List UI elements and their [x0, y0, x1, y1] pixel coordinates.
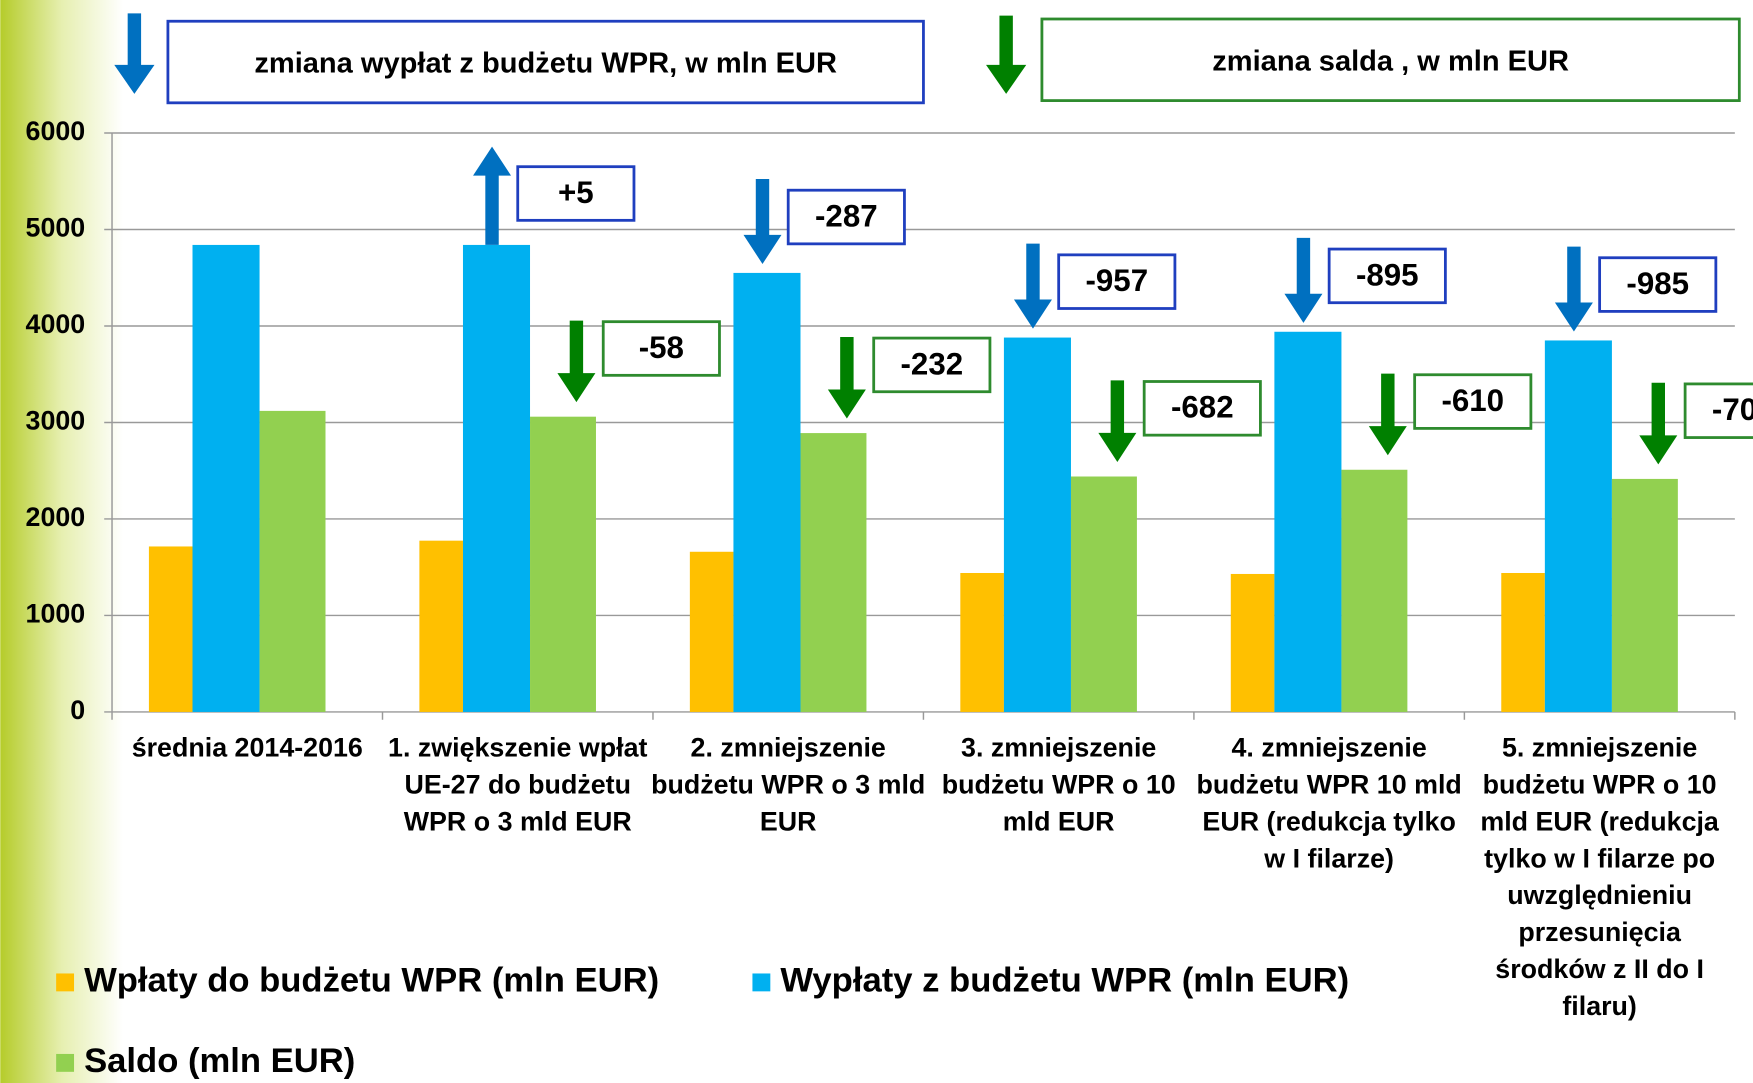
bar: [530, 416, 596, 712]
bar: [419, 540, 463, 712]
bar: [192, 244, 260, 712]
legend-label: Wypłaty z budżetu WPR (mln EUR): [780, 962, 1349, 1000]
x-tick-label-box: średnia 2014-2016: [131, 733, 363, 764]
legend-label: Saldo (mln EUR): [84, 1042, 355, 1080]
change-box: [1683, 382, 1753, 439]
change-label: -287: [815, 198, 878, 233]
change-box: [601, 320, 721, 377]
x-tick-label: 2. zmniejszenie budżetu WPR o 3 mld EUR: [651, 733, 926, 838]
bar: [800, 433, 867, 712]
x-tick-label-box: 5. zmniejszenie budżetu WPR o 10 mld EUR…: [1480, 733, 1719, 1022]
y-tick-label: 5000: [26, 213, 86, 243]
bar: [1611, 478, 1678, 712]
change-label: -701: [1712, 392, 1753, 427]
change-box: [1598, 256, 1718, 313]
change-label: -985: [1626, 266, 1689, 301]
change-box: [1142, 380, 1262, 437]
change-box: [1057, 253, 1177, 310]
legend-swatch: [752, 973, 771, 992]
bar: [148, 546, 193, 712]
bar: [733, 272, 801, 712]
header-arrow: [114, 13, 155, 94]
change-box: [1327, 247, 1447, 305]
change-arrow: [1098, 380, 1137, 462]
change-box: [1413, 373, 1533, 430]
x-tick-label-box: 3. zmniejszenie budżetu WPR o 10 mld EUR: [941, 733, 1176, 838]
y-tick-label: 1000: [26, 599, 86, 629]
change-box: [872, 336, 992, 394]
y-tick-label: 2000: [26, 502, 86, 532]
bar: [1230, 573, 1275, 712]
legend-swatch: [56, 973, 75, 992]
change-arrow: [1013, 243, 1052, 329]
x-tick-label-box: 4. zmniejszenie budżetu WPR 10 mld EUR (…: [1196, 733, 1462, 874]
bar: [259, 410, 326, 712]
bar: [1544, 340, 1612, 712]
bar: [462, 244, 531, 712]
x-tick-label: średnia 2014-2016: [131, 733, 363, 764]
change-label: -610: [1441, 383, 1504, 418]
x-tick-label-box: 1. zwiększenie wpłat UE-27 do budżetu WP…: [388, 733, 648, 838]
bar: [1070, 476, 1137, 712]
y-tick-label: 4000: [26, 309, 86, 339]
x-tick-label: 4. zmniejszenie budżetu WPR 10 mld EUR (…: [1196, 733, 1462, 874]
y-tick-label: 0: [70, 695, 85, 725]
bar: [1501, 572, 1545, 712]
change-box: [786, 188, 906, 246]
x-tick-label-box: 2. zmniejszenie budżetu WPR o 3 mld EUR: [651, 733, 926, 838]
bar: [1341, 469, 1408, 712]
change-arrow: [1368, 373, 1407, 456]
change-label: -682: [1171, 390, 1234, 425]
header-box: [166, 19, 925, 105]
bar: [1003, 337, 1071, 712]
legend-swatch: [56, 1053, 75, 1072]
change-arrow: [743, 179, 782, 264]
legend-label: Wpłaty do budżetu WPR (mln EUR): [84, 962, 659, 1000]
header-text: zmiana salda , w mln EUR: [1212, 45, 1569, 77]
bar: [689, 551, 734, 712]
change-label: -957: [1085, 263, 1148, 298]
change-arrow: [1554, 246, 1593, 332]
header-box: [1040, 17, 1741, 102]
change-arrow: [1639, 382, 1678, 465]
change-arrow: [557, 320, 596, 403]
bar: [1274, 331, 1342, 712]
change-arrow: [827, 336, 866, 419]
x-tick-label: 1. zwiększenie wpłat UE-27 do budżetu WP…: [388, 733, 648, 838]
header-text: zmiana wypłat z budżetu WPR, w mln EUR: [254, 47, 837, 79]
x-tick-label: 5. zmniejszenie budżetu WPR o 10 mld EUR…: [1480, 733, 1719, 1022]
x-tick-label: 3. zmniejszenie budżetu WPR o 10 mld EUR: [941, 733, 1176, 838]
y-tick-label: 3000: [26, 406, 86, 436]
change-label: -232: [901, 346, 964, 381]
change-arrow: [473, 146, 512, 245]
bar: [960, 572, 1004, 712]
y-tick-label: 6000: [26, 116, 86, 146]
header-arrow: [986, 15, 1027, 94]
change-label: -58: [639, 330, 684, 365]
change-box: [516, 165, 636, 222]
change-label: -895: [1356, 257, 1419, 292]
change-label: +5: [558, 175, 594, 210]
side-band: [0, 0, 124, 1083]
change-arrow: [1284, 237, 1323, 323]
